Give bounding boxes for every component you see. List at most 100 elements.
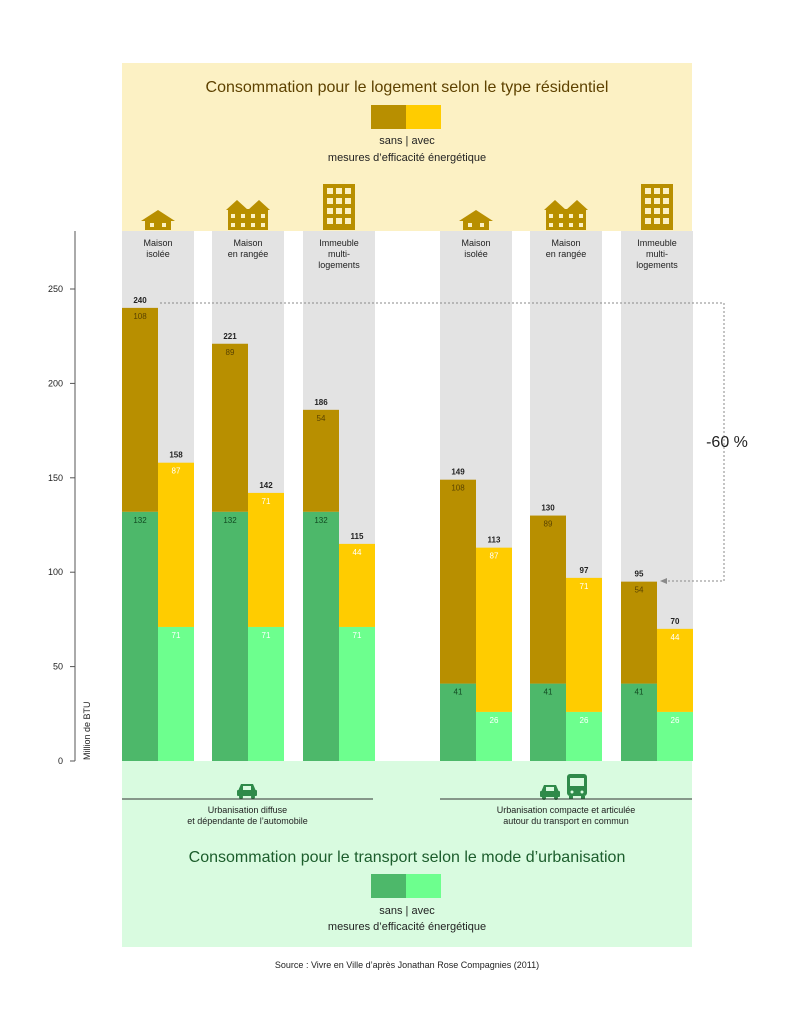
housing-legend-sans-avec: sans | avec <box>379 135 435 147</box>
total-label-sans: 130 <box>541 504 555 513</box>
reduction-bracket <box>160 302 725 582</box>
housing-label-avec: 87 <box>172 467 181 476</box>
total-label-avec: 115 <box>351 532 364 541</box>
bar-transport-avec <box>566 711 602 761</box>
reduction-annotation: -60 % <box>706 434 748 451</box>
bar-transport-sans <box>530 683 566 761</box>
house-icon <box>141 210 175 230</box>
total-label-avec: 142 <box>259 481 273 490</box>
legend-swatch-transport-sans <box>371 874 406 898</box>
bar-transport-avec <box>339 626 375 761</box>
bar-transport-sans <box>212 511 248 761</box>
bar-housing-sans <box>212 343 248 512</box>
transport-label-avec: 71 <box>353 631 362 640</box>
bar-housing-sans <box>122 307 158 512</box>
housing-title: Consommation pour le logement selon le t… <box>206 79 609 96</box>
bar-transport-sans <box>122 511 158 761</box>
category-label: isolée <box>464 249 488 259</box>
y-tick-label: 0 <box>58 756 63 766</box>
car-icon <box>237 784 257 799</box>
transport-label-sans: 41 <box>454 688 463 697</box>
category-label: Maison <box>551 238 580 248</box>
transport-label-sans: 41 <box>544 688 553 697</box>
bars <box>122 307 693 761</box>
bar-transport-sans <box>621 683 657 761</box>
y-tick-label: 250 <box>48 284 63 294</box>
total-label-sans: 240 <box>133 296 147 305</box>
bar-housing-avec <box>476 547 512 712</box>
category-label: Maison <box>233 238 262 248</box>
housing-label-avec: 44 <box>671 633 680 642</box>
category-label: isolée <box>146 249 170 259</box>
bar-housing-avec <box>158 462 194 627</box>
column-backgrounds <box>122 231 693 761</box>
bar-housing-avec <box>339 543 375 627</box>
legend-swatch-transport-avec <box>406 874 441 898</box>
category-label: multi- <box>328 249 350 259</box>
category-label: Maison <box>461 238 490 248</box>
transport-legend-caption: mesures d’efficacité énergétique <box>328 921 486 933</box>
housing-label-avec: 44 <box>353 548 362 557</box>
total-label-avec: 113 <box>488 536 501 545</box>
y-tick-label: 100 <box>48 567 63 577</box>
y-tick-label: 150 <box>48 473 63 483</box>
legend-swatch-housing-sans <box>371 105 406 129</box>
total-label-avec: 97 <box>580 566 589 575</box>
bar-housing-avec <box>657 628 693 712</box>
source-note: Source : Vivre en Ville d’après Jonathan… <box>275 960 539 970</box>
housing-label-sans: 54 <box>635 586 644 595</box>
housing-label-sans: 108 <box>451 484 465 493</box>
bar-housing-sans <box>440 479 476 684</box>
y-tick-label: 200 <box>48 378 63 388</box>
housing-label-avec: 71 <box>580 582 589 591</box>
group-label-line2: et dépendante de l’automobile <box>187 816 308 826</box>
bar-housing-sans <box>621 581 657 684</box>
housing-label-sans: 108 <box>133 312 147 321</box>
category-label: logements <box>636 260 678 270</box>
legend-swatch-housing-avec <box>406 105 441 129</box>
bar-housing-avec <box>248 492 284 627</box>
total-label-sans: 186 <box>314 398 328 407</box>
category-label: Immeuble <box>637 238 677 248</box>
value-labels: 240 108 132 158 87 71 221 89 132 142 71 71 186 54 132 1… <box>133 296 680 725</box>
transport-label-sans: 132 <box>223 516 237 525</box>
housing-legend-panel <box>122 63 692 231</box>
transport-label-avec: 26 <box>490 716 499 725</box>
y-axis-label: Million de BTU <box>82 701 92 760</box>
transport-label-sans: 132 <box>314 516 328 525</box>
bus-icon <box>567 774 587 799</box>
bar-transport-sans <box>440 683 476 761</box>
apartment-building-icon <box>323 184 355 230</box>
housing-label-sans: 54 <box>317 414 326 423</box>
bar-housing-sans <box>303 409 339 512</box>
housing-label-avec: 71 <box>262 497 271 506</box>
group-label-line1: Urbanisation compacte et articulée <box>497 805 636 815</box>
housing-legend-caption: mesures d’efficacité énergétique <box>328 152 486 164</box>
transport-label-sans: 41 <box>635 688 644 697</box>
row-houses-icon <box>226 200 270 230</box>
transport-label-avec: 71 <box>172 631 181 640</box>
apartment-building-icon <box>641 184 673 230</box>
category-label: en rangée <box>228 249 269 259</box>
total-label-avec: 158 <box>169 451 183 460</box>
transport-label-avec: 26 <box>671 716 680 725</box>
total-label-sans: 149 <box>451 468 465 477</box>
y-axis: 0 50 100 150 200 250 <box>48 231 76 766</box>
transport-label-avec: 26 <box>580 716 589 725</box>
category-label: Immeuble <box>319 238 359 248</box>
bar-transport-avec <box>158 626 194 761</box>
housing-label-sans: 89 <box>544 520 553 529</box>
total-label-sans: 221 <box>223 332 237 341</box>
car-icon <box>540 785 560 800</box>
house-icon <box>459 210 493 230</box>
category-label: Maison <box>143 238 172 248</box>
row-houses-icon <box>544 200 588 230</box>
y-tick-label: 50 <box>53 662 63 672</box>
category-label: en rangée <box>546 249 587 259</box>
group-label-line1: Urbanisation diffuse <box>208 805 287 815</box>
reduction-arrowhead <box>660 578 667 584</box>
